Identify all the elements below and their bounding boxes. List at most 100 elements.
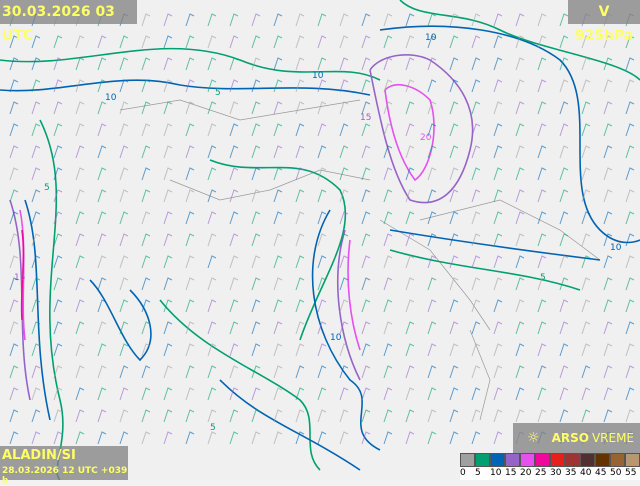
wind-barb bbox=[383, 277, 393, 291]
wind-barb bbox=[163, 387, 173, 401]
wind-barb bbox=[207, 189, 217, 203]
wind-barb bbox=[163, 123, 173, 137]
wind-barb bbox=[141, 13, 151, 27]
wind-barb bbox=[163, 255, 173, 269]
wind-barb bbox=[383, 167, 393, 181]
wind-barb bbox=[251, 211, 261, 225]
wind-barb bbox=[559, 343, 569, 357]
wind-barb bbox=[163, 365, 173, 379]
wind-barb bbox=[559, 211, 569, 225]
wind-barb bbox=[207, 299, 217, 313]
wind-barb bbox=[9, 387, 19, 401]
wind-barb bbox=[471, 277, 481, 291]
wind-barb bbox=[537, 123, 547, 137]
wind-barb bbox=[383, 101, 393, 115]
wind-barb bbox=[273, 35, 283, 49]
wind-barb bbox=[625, 35, 635, 49]
wind-barb bbox=[537, 255, 547, 269]
wind-barb bbox=[251, 13, 261, 27]
wind-barb bbox=[427, 277, 437, 291]
wind-barb bbox=[361, 79, 371, 93]
wind-barb bbox=[625, 299, 635, 313]
wind-barb bbox=[185, 409, 195, 423]
wind-barb bbox=[163, 57, 173, 71]
legend-swatch bbox=[505, 453, 520, 467]
wind-barb bbox=[339, 409, 349, 423]
wind-barb bbox=[97, 167, 107, 181]
wind-barb bbox=[427, 167, 437, 181]
wind-barb bbox=[295, 79, 305, 93]
wind-barb bbox=[361, 431, 371, 445]
wind-barb bbox=[97, 79, 107, 93]
wind-barb bbox=[53, 365, 63, 379]
wind-barb bbox=[449, 387, 459, 401]
wind-barb bbox=[53, 387, 63, 401]
wind-barb bbox=[405, 299, 415, 313]
wind-barb bbox=[207, 79, 217, 93]
wind-barb bbox=[559, 233, 569, 247]
wind-barb bbox=[581, 409, 591, 423]
wind-barb bbox=[471, 255, 481, 269]
wind-barb bbox=[515, 365, 525, 379]
wind-barb bbox=[31, 409, 41, 423]
wind-barb bbox=[405, 431, 415, 445]
wind-barb bbox=[449, 431, 459, 445]
wind-barb bbox=[603, 387, 613, 401]
wind-barb bbox=[141, 211, 151, 225]
wind-barb bbox=[185, 321, 195, 335]
wind-barb bbox=[361, 211, 371, 225]
wind-barb bbox=[581, 123, 591, 137]
wind-barb bbox=[141, 35, 151, 49]
model-info: ALADIN/SI 28.03.2026 12 UTC +039 h bbox=[0, 446, 128, 486]
wind-barb bbox=[559, 145, 569, 159]
wind-barb bbox=[361, 409, 371, 423]
wind-barb bbox=[295, 35, 305, 49]
wind-barb bbox=[537, 299, 547, 313]
wind-barb bbox=[383, 233, 393, 247]
wind-barb bbox=[427, 321, 437, 335]
wind-barb bbox=[97, 409, 107, 423]
wind-barb bbox=[405, 365, 415, 379]
wind-barb bbox=[9, 35, 19, 49]
wind-barb bbox=[251, 189, 261, 203]
wind-barb bbox=[361, 343, 371, 357]
wind-barb bbox=[119, 277, 129, 291]
wind-barb bbox=[427, 387, 437, 401]
wind-barb bbox=[383, 431, 393, 445]
wind-barb bbox=[383, 35, 393, 49]
wind-barb bbox=[493, 101, 503, 115]
wind-barb bbox=[625, 277, 635, 291]
wind-barb bbox=[493, 233, 503, 247]
wind-barb bbox=[119, 123, 129, 137]
wind-barb bbox=[515, 233, 525, 247]
wind-barb bbox=[53, 321, 63, 335]
wind-barb bbox=[273, 79, 283, 93]
legend-swatch bbox=[610, 453, 625, 467]
wind-barb bbox=[163, 211, 173, 225]
wind-barb bbox=[361, 35, 371, 49]
wind-barb bbox=[493, 211, 503, 225]
wind-barb bbox=[141, 123, 151, 137]
wind-barb bbox=[273, 255, 283, 269]
wind-barb bbox=[141, 299, 151, 313]
wind-barb bbox=[251, 365, 261, 379]
wind-barb bbox=[339, 277, 349, 291]
wind-barb bbox=[515, 211, 525, 225]
svg-text:15: 15 bbox=[14, 273, 25, 283]
wind-barb bbox=[229, 123, 239, 137]
wind-barb bbox=[559, 57, 569, 71]
wind-barb bbox=[317, 255, 327, 269]
wind-barb bbox=[273, 365, 283, 379]
wind-barb bbox=[317, 167, 327, 181]
wind-barb bbox=[229, 79, 239, 93]
wind-barb bbox=[603, 255, 613, 269]
wind-barb bbox=[163, 145, 173, 159]
wind-barb bbox=[603, 35, 613, 49]
wind-barb bbox=[581, 189, 591, 203]
wind-barb bbox=[251, 299, 261, 313]
wind-barb bbox=[317, 35, 327, 49]
wind-barb bbox=[339, 233, 349, 247]
wind-barb bbox=[449, 409, 459, 423]
wind-barb bbox=[273, 299, 283, 313]
wind-barb bbox=[229, 431, 239, 445]
